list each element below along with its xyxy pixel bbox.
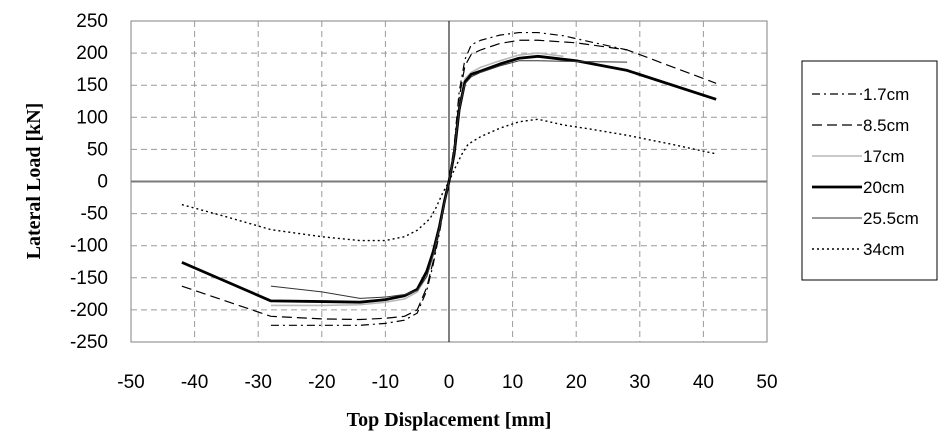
series-layer xyxy=(181,31,717,326)
x-axis-title: Top Displacement [mm] xyxy=(347,409,552,431)
x-tick-label: 0 xyxy=(444,372,455,393)
y-tick-label: 250 xyxy=(76,11,108,32)
y-tick-label: -100 xyxy=(70,236,108,257)
legend-label-3: 17cm xyxy=(863,147,905,166)
x-tick-label: 50 xyxy=(756,372,777,393)
y-tick-label: 100 xyxy=(76,107,108,128)
y-tick-labels: 250 200 150 100 50 0 -50 -100 -150 -200 -250 xyxy=(70,11,108,353)
legend-label-2: 8.5cm xyxy=(863,116,909,135)
x-tick-label: 10 xyxy=(502,372,523,393)
y-tick-label: -200 xyxy=(70,300,108,321)
y-tick-label: 50 xyxy=(87,139,108,160)
x-tick-label: 30 xyxy=(629,372,650,393)
x-tick-labels: -50 -40 -30 -20 -10 0 10 20 30 40 50 xyxy=(117,372,777,393)
x-tick-label: 20 xyxy=(566,372,587,393)
x-tick-label: -20 xyxy=(308,372,335,393)
legend-label-6: 34cm xyxy=(863,240,905,259)
series-line-6 xyxy=(181,118,717,242)
y-tick-label: 150 xyxy=(76,75,108,96)
legend-items: 1.7cm 8.5cm 17cm 20cm 25.5cm 34cm xyxy=(812,85,919,259)
x-tick-label: -40 xyxy=(181,372,208,393)
legend-box xyxy=(801,60,938,281)
y-axis-title: Lateral Load [kN] xyxy=(23,103,45,260)
x-tick-label: -10 xyxy=(372,372,399,393)
x-tick-label: 40 xyxy=(693,372,714,393)
y-tick-label: 0 xyxy=(97,172,108,193)
y-tick-label: -150 xyxy=(70,268,108,289)
legend: 1.7cm 8.5cm 17cm 20cm 25.5cm 34cm xyxy=(801,60,938,281)
legend-label-4: 20cm xyxy=(863,178,905,197)
y-tick-label: -250 xyxy=(70,332,108,353)
legend-label-5: 25.5cm xyxy=(863,209,919,228)
legend-label-1: 1.7cm xyxy=(863,85,909,104)
x-tick-label: -50 xyxy=(117,372,144,393)
y-tick-label: -50 xyxy=(81,204,108,225)
x-tick-label: -30 xyxy=(244,372,271,393)
series-line-2 xyxy=(181,39,717,321)
y-tick-label: 200 xyxy=(76,43,108,64)
